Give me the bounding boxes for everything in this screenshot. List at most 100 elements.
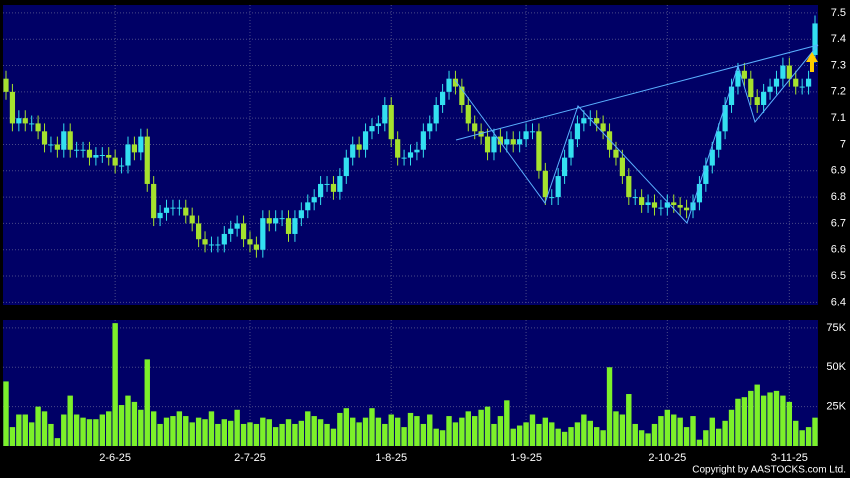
- volume-bar: [157, 423, 163, 446]
- candle-body: [273, 218, 279, 224]
- candle-body: [285, 218, 292, 234]
- volume-bar: [22, 414, 28, 446]
- candle-body: [517, 139, 523, 145]
- volume-bar: [420, 423, 427, 446]
- volume-bar: [805, 427, 812, 446]
- candle-body: [67, 131, 73, 150]
- candle-body: [375, 123, 381, 127]
- volume-bar: [343, 408, 349, 446]
- candle-body: [61, 131, 67, 150]
- volume-bar: [568, 427, 574, 446]
- volume-bar: [35, 406, 41, 446]
- candle-body: [786, 65, 792, 79]
- volume-bar: [170, 416, 176, 446]
- candle-body: [420, 131, 426, 150]
- volume-bar: [375, 417, 382, 446]
- candle-body: [478, 131, 484, 137]
- y-tick-label: 6.9: [831, 165, 846, 177]
- volume-bar: [741, 397, 748, 446]
- volume-bar: [812, 417, 818, 446]
- volume-bar: [163, 417, 170, 446]
- candle-body: [292, 218, 298, 234]
- volume-bar: [452, 422, 459, 446]
- candle-body: [613, 149, 619, 158]
- volume-bar: [664, 409, 671, 446]
- candle-body: [266, 218, 272, 224]
- volume-bar: [131, 401, 138, 446]
- volume-bar: [67, 395, 73, 446]
- volume-bar: [369, 408, 375, 446]
- volume-bar: [388, 414, 394, 446]
- candle-body: [324, 183, 330, 185]
- volume-bar: [247, 422, 253, 446]
- volume-bar: [285, 419, 292, 446]
- candle-body: [86, 149, 93, 158]
- candle-body: [555, 176, 561, 198]
- volume-bar: [28, 422, 35, 446]
- candle-body: [131, 144, 138, 153]
- volume-bar: [754, 384, 760, 446]
- candle-body: [35, 123, 41, 132]
- volume-bar: [722, 420, 728, 446]
- volume-bar: [671, 414, 677, 446]
- volume-bar: [626, 394, 632, 446]
- candle-body: [728, 86, 735, 105]
- volume-bar: [54, 438, 61, 446]
- volume-bar: [690, 416, 696, 446]
- volume-bar: [356, 422, 362, 446]
- candle-body: [767, 86, 773, 92]
- candle-body: [401, 157, 407, 159]
- copyright: Copyright by AASTOCKS.com Ltd.: [692, 465, 846, 476]
- volume-bar: [337, 412, 343, 446]
- candle-body: [157, 212, 163, 219]
- candle-body: [773, 78, 780, 87]
- volume-bar: [516, 425, 523, 446]
- candle-body: [793, 78, 799, 87]
- volume-bar: [394, 417, 401, 446]
- volume-bar: [86, 419, 93, 446]
- volume-bar: [510, 428, 516, 446]
- volume-bar: [446, 416, 452, 446]
- volume-bar: [150, 411, 157, 446]
- candle-body: [741, 70, 747, 79]
- volume-bar: [195, 417, 202, 446]
- volume-bar: [138, 409, 144, 446]
- volume-bar: [228, 420, 234, 446]
- candle-body: [54, 144, 60, 150]
- candle-body: [805, 78, 812, 87]
- candle-body: [568, 139, 574, 158]
- volume-bar: [208, 411, 215, 446]
- candle-body: [202, 239, 208, 245]
- volume-bar: [202, 419, 208, 446]
- candle-body: [549, 197, 555, 199]
- candle-body: [298, 210, 304, 219]
- volume-bar: [144, 359, 150, 446]
- volume-bar: [696, 439, 703, 446]
- candle-body: [645, 202, 651, 205]
- volume-bar: [651, 423, 658, 446]
- candle-body: [22, 118, 28, 124]
- candle-body: [716, 131, 722, 150]
- volume-bar: [240, 423, 247, 446]
- volume-bar: [523, 422, 529, 446]
- volume-bar: [305, 411, 311, 446]
- candle-body: [170, 207, 176, 209]
- candle-body: [561, 157, 568, 177]
- volume-bar: [478, 409, 484, 446]
- candle-body: [221, 233, 227, 245]
- y-tick-label: 7.4: [831, 33, 846, 45]
- candle-body: [388, 105, 394, 140]
- candle-body: [260, 218, 266, 250]
- volume-bar: [125, 395, 131, 446]
- volume-bar: [362, 417, 369, 446]
- candle-body: [93, 155, 99, 158]
- volume-bar: [555, 428, 561, 446]
- x-tick-label: 2-10-25: [648, 452, 686, 464]
- volume-bar: [279, 423, 285, 446]
- candle-body: [491, 136, 497, 153]
- volume-bar: [472, 416, 478, 446]
- volume-bar: [459, 417, 465, 446]
- candle-body: [189, 215, 195, 224]
- candle-body: [658, 207, 664, 209]
